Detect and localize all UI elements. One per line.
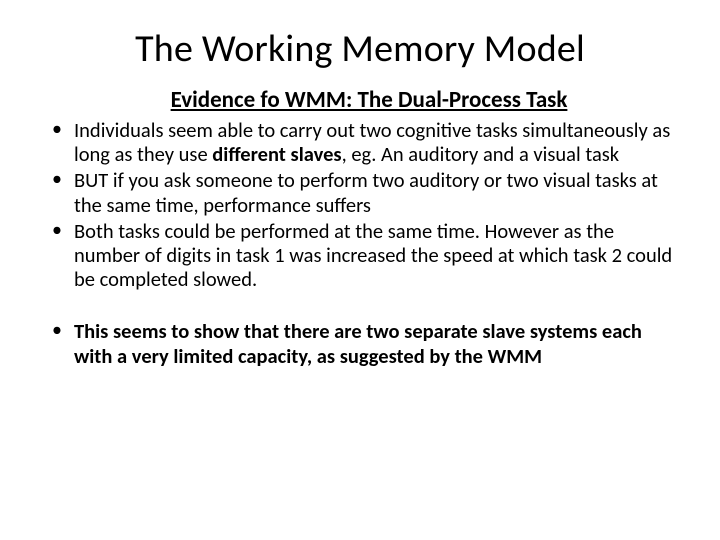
text-segment: BUT if you ask someone to perform two au… [74,167,658,217]
text-segment: different slaves [212,141,341,167]
bullet-item: BUT if you ask someone to perform two au… [46,168,674,216]
text-segment: This seems to show that there are two se… [74,318,642,368]
conclusion-list: This seems to show that there are two se… [46,319,674,367]
slide-container: The Working Memory Model Evidence fo WMM… [0,0,720,540]
text-segment: Both tasks could be performed at the sam… [74,218,672,292]
slide-title: The Working Memory Model [46,26,674,72]
conclusion-item: This seems to show that there are two se… [46,319,674,367]
bullet-list: Individuals seem able to carry out two c… [46,118,674,291]
slide-subtitle: Evidence fo WMM: The Dual-Process Task [64,86,674,114]
bullet-item: Individuals seem able to carry out two c… [46,118,674,166]
text-segment: , eg. An auditory and a visual task [342,141,620,167]
spacer [46,293,674,319]
bullet-item: Both tasks could be performed at the sam… [46,219,674,292]
